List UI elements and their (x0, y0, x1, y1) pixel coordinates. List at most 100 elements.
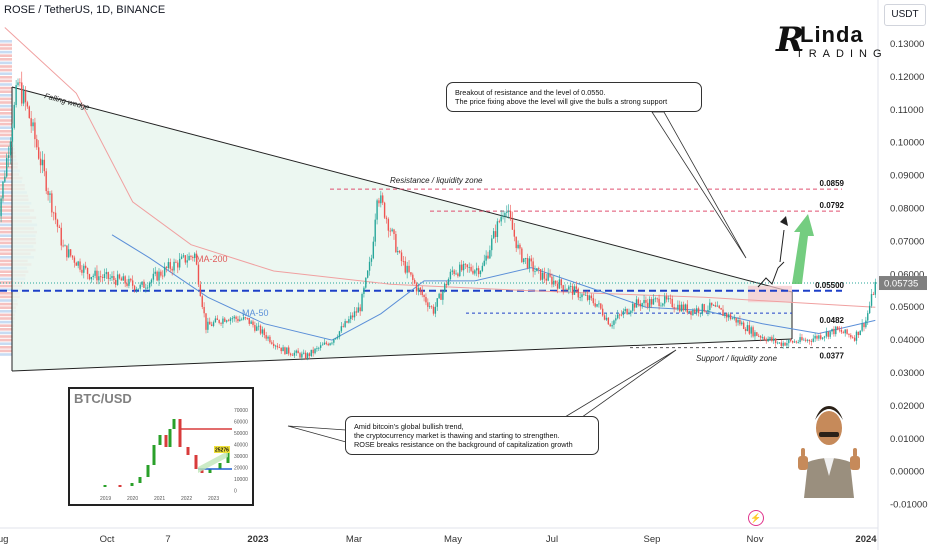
candle-body (100, 276, 102, 278)
volume-profile-bar (0, 76, 13, 79)
candle-body (741, 322, 743, 325)
candle-body (363, 287, 365, 294)
candle-body (664, 296, 666, 304)
candle-body (803, 339, 805, 341)
candle-body (308, 353, 311, 356)
candle-body (254, 325, 256, 331)
candle-body (0, 198, 2, 217)
candle-body (368, 261, 371, 271)
candle-body (51, 193, 53, 213)
candle-body (679, 304, 681, 312)
volume-profile-bar (0, 101, 13, 104)
candle-body (692, 310, 694, 315)
candle-body (695, 308, 698, 313)
volume-profile-bar (0, 86, 13, 90)
candle-body (722, 309, 724, 316)
candle-body (301, 353, 303, 358)
candle-body (609, 324, 611, 327)
x-axis-tick-label: Mar (346, 534, 362, 545)
candle-body (265, 335, 267, 339)
candle-body (605, 317, 608, 320)
candle-body (410, 272, 412, 275)
btc-inset-chart: BTC/USD 70000 60000 50000 40000 30000 20000 10… (68, 387, 254, 506)
candle-body (517, 244, 519, 249)
y-axis-tick-label: 0.12000 (890, 72, 924, 83)
candle-body (126, 283, 128, 286)
volume-profile-bar (0, 284, 23, 288)
candle-body (532, 261, 534, 272)
volume-profile-bar (0, 108, 13, 111)
candle-body (66, 245, 68, 258)
candle-body (590, 295, 593, 299)
volume-profile-bar (0, 72, 13, 75)
lightning-event-icon[interactable]: ⚡ (748, 510, 764, 526)
candle-body (280, 347, 282, 352)
inset-price-label: 25276 (215, 448, 229, 454)
candle-body (261, 329, 264, 334)
volume-profile-bar (0, 119, 13, 122)
candle-body (592, 298, 594, 304)
candle-body (808, 339, 811, 342)
candle-body (210, 324, 213, 326)
candle-body (759, 336, 762, 338)
candle-body (147, 287, 149, 289)
candle-body (848, 333, 850, 335)
candle-body (335, 338, 337, 340)
candle-body (662, 303, 664, 306)
candle-body (838, 329, 841, 331)
candle-body (831, 328, 833, 332)
candle-body (502, 216, 504, 217)
candle-body (222, 318, 224, 324)
candle-body (299, 353, 301, 358)
candle-body (515, 236, 517, 249)
candle-body (474, 270, 476, 274)
candle-body (442, 291, 444, 300)
breakout-callout: Breakout of resistance and the level of … (446, 82, 702, 112)
candle-body (776, 342, 779, 344)
candle-body (24, 90, 27, 103)
candle-body (836, 326, 839, 330)
candle-body (457, 273, 459, 277)
candle-body (84, 265, 87, 268)
candle-body (617, 314, 619, 319)
chart-title: ROSE / TetherUS, 1D, BINANCE (4, 4, 166, 16)
candle-body (357, 307, 359, 313)
candle-body (7, 155, 10, 159)
candle-body (340, 326, 343, 332)
support-zone-label: Support / liquidity zone (696, 354, 777, 363)
candle-body (633, 303, 636, 308)
candle-body (712, 305, 715, 306)
candle-body (791, 340, 794, 343)
candle-body (385, 217, 388, 220)
candle-body (701, 304, 704, 314)
candle-body (788, 340, 790, 344)
inset-candle (146, 465, 150, 477)
candle-body (370, 258, 373, 262)
candle-body (366, 270, 369, 278)
candle-body (150, 279, 153, 283)
y-axis-tick-label: 0.01000 (890, 434, 924, 445)
volume-profile-bar (0, 65, 13, 68)
y-axis-tick-label: 0.08000 (890, 204, 924, 215)
y-axis-tick-label: -0.01000 (890, 500, 928, 511)
currency-button[interactable]: USDT (884, 4, 926, 26)
candle-body (707, 309, 709, 312)
candle-body (697, 308, 700, 314)
candle-body (827, 331, 829, 337)
candle-body (444, 283, 446, 292)
candle-body (90, 277, 93, 280)
candle-body (397, 251, 399, 253)
inset-y-tick: 10000 (234, 477, 248, 483)
candle-body (188, 255, 190, 261)
candle-body (566, 289, 568, 291)
brand-subtitle: TRADING (796, 48, 888, 60)
candle-body (833, 328, 835, 335)
volume-profile-bar (0, 140, 14, 144)
candle-body (618, 314, 621, 316)
volume-profile-bar (0, 137, 14, 140)
y-axis-tick-label: 0.05000 (890, 302, 924, 313)
candle-body (303, 352, 305, 354)
candle-body (412, 274, 414, 280)
candle-body (98, 276, 100, 281)
